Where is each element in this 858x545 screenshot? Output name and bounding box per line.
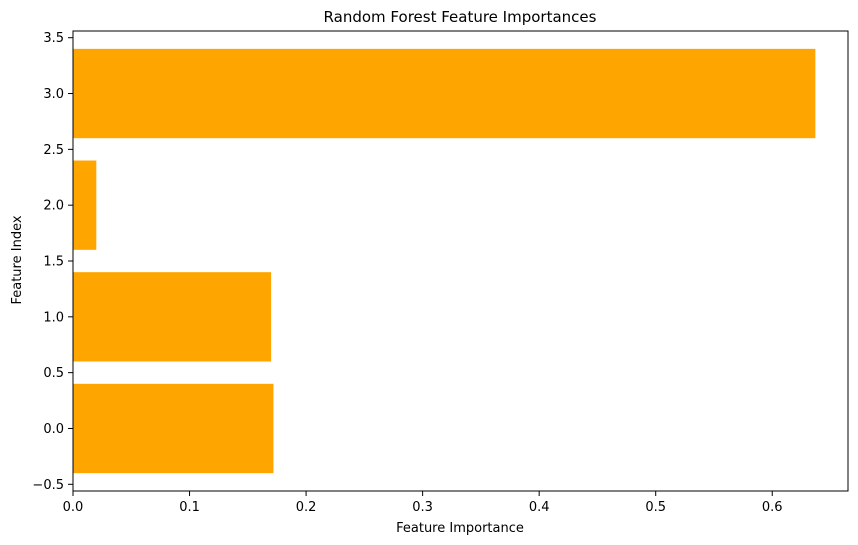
x-tick-label: 0.2: [296, 500, 317, 515]
y-tick-label: 1.0: [43, 310, 64, 325]
y-tick-label: 2.0: [43, 199, 64, 214]
x-tick-label: 0.3: [412, 500, 433, 515]
y-axis-ticks: −0.5 0.0 0.5 1.0 1.5 2.0 2.5 3.0 3.5: [32, 31, 73, 493]
bar-feature-1: [73, 272, 272, 362]
y-tick-label: 3.0: [43, 87, 64, 102]
y-axis-label: Feature Index: [10, 215, 25, 304]
y-tick-label: 3.5: [43, 31, 64, 46]
bar-feature-2: [73, 160, 97, 250]
y-tick-label: 1.5: [43, 255, 64, 270]
y-tick-label: 0.0: [43, 422, 64, 437]
bar-feature-3: [73, 48, 816, 139]
x-tick-label: 0.0: [63, 500, 84, 515]
y-tick-label: 2.5: [43, 143, 64, 158]
x-tick-label: 0.1: [179, 500, 200, 515]
x-tick-label: 0.5: [645, 500, 666, 515]
chart-title: Random Forest Feature Importances: [324, 8, 597, 26]
y-tick-label: −0.5: [32, 478, 64, 493]
x-tick-label: 0.4: [529, 500, 550, 515]
bars-group: [73, 48, 816, 474]
y-tick-label: 0.5: [43, 366, 64, 381]
x-tick-label: 0.6: [762, 500, 783, 515]
bar-feature-0: [73, 383, 274, 474]
x-axis-ticks: 0.0 0.1 0.2 0.3 0.4 0.5 0.6: [63, 491, 783, 515]
x-axis-label: Feature Importance: [396, 521, 524, 536]
